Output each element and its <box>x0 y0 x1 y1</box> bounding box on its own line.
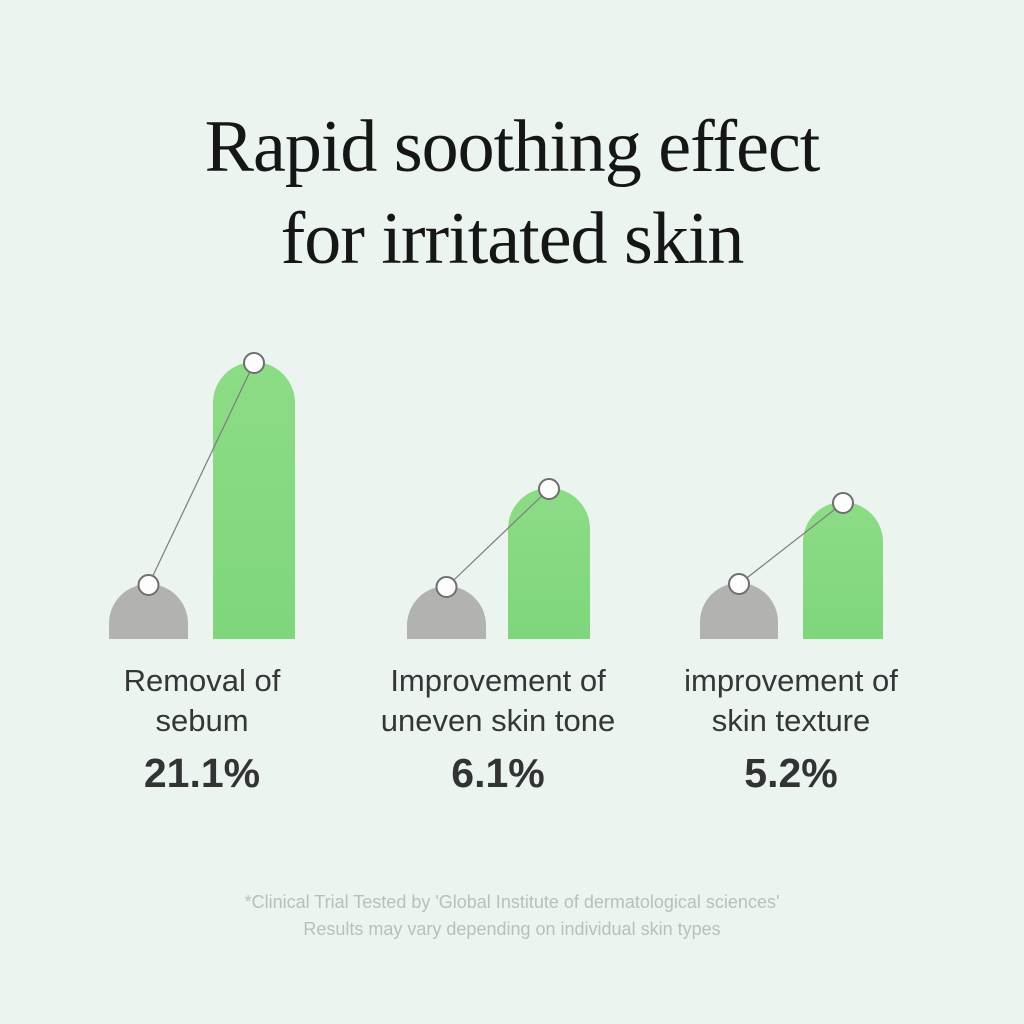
value-label: 6.1% <box>451 750 545 796</box>
category-label: skin texture <box>711 703 871 738</box>
baseline-bar <box>407 586 486 639</box>
category-label-block: improvement of skin texture 5.2% <box>611 661 971 795</box>
baseline-bar <box>109 584 188 639</box>
result-bar <box>213 362 295 639</box>
category-label: uneven skin tone <box>380 703 616 738</box>
category-label: Removal of <box>123 663 281 698</box>
category-label: Improvement of <box>390 663 606 698</box>
baseline-bar <box>700 583 778 639</box>
clinical-trial-footnote: *Clinical Trial Tested by 'Global Instit… <box>0 889 1024 943</box>
page-title: Rapid soothing effect for irritated skin <box>0 101 1024 285</box>
page-title-line1: Rapid soothing effect <box>204 106 821 188</box>
category-label-block: Improvement of uneven skin tone 6.1% <box>318 661 678 795</box>
result-bar <box>803 502 883 639</box>
category-label: improvement of <box>684 663 898 698</box>
category-label-block: Removal of sebum 21.1% <box>22 661 382 795</box>
value-label: 5.2% <box>744 750 838 796</box>
category-label: sebum <box>155 703 249 738</box>
value-label: 21.1% <box>143 750 261 796</box>
footnote-line1: *Clinical Trial Tested by 'Global Instit… <box>244 892 780 912</box>
result-bar <box>508 488 590 639</box>
footnote-line2: Results may vary depending on individual… <box>303 919 721 939</box>
page-title-line2: for irritated skin <box>280 198 745 280</box>
